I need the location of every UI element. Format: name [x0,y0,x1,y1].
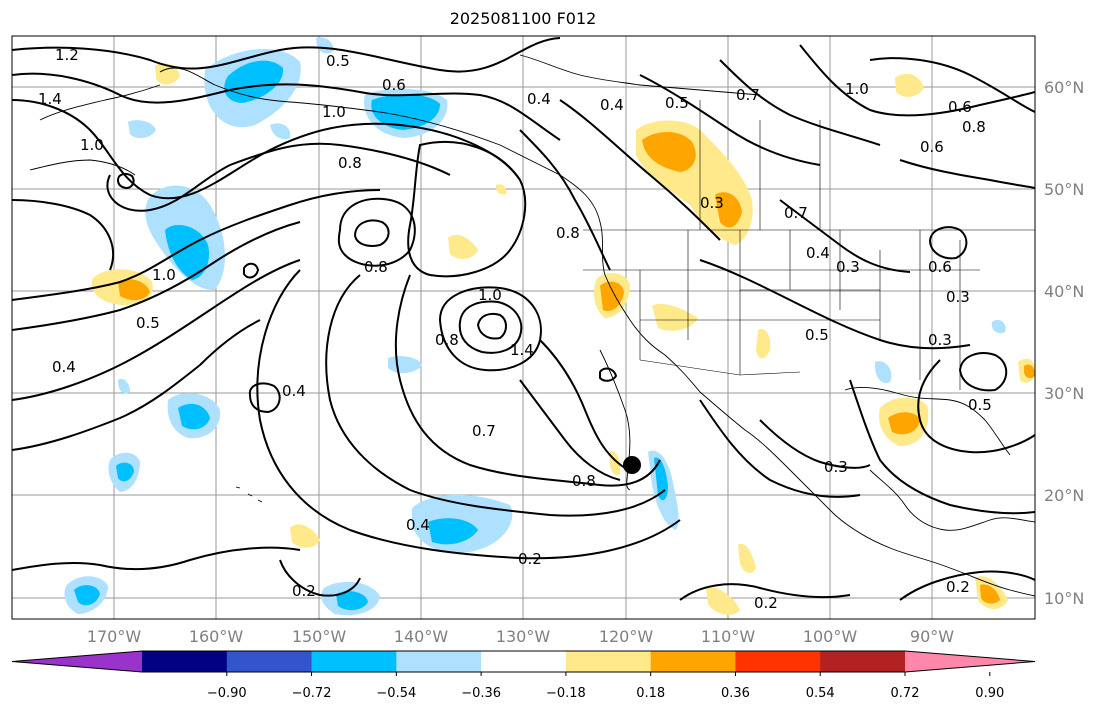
colorbar-extend-high [905,651,1035,672]
contour-label: 0.2 [518,550,542,568]
colorbar-tick-label: 0.36 [721,686,750,701]
lat-label: 20°N [1044,486,1084,505]
contour-label: 0.2 [946,578,970,596]
colorbar-tick-label: −0.72 [292,686,332,701]
lat-label: 40°N [1044,282,1084,301]
contour-label: 0.7 [472,422,496,440]
anomaly-shading [64,37,1035,616]
colorbar-segment [820,651,906,672]
colorbar-tick-label: 0.90 [975,686,1004,701]
map-title: 2025081100 F012 [449,9,597,28]
lat-label: 30°N [1044,384,1084,403]
colorbar-segment [142,651,228,672]
lon-label: 100°W [803,627,858,646]
lat-label: 50°N [1044,180,1084,199]
colorbar-segment [226,651,313,672]
contour-labels: 1.2 1.4 1.0 0.5 0.6 1.0 0.8 0.8 0.4 0.4 … [38,46,992,612]
contour-label: 0.8 [556,224,580,242]
contour-label: 1.0 [152,266,176,284]
colorbar-outline [11,650,1036,673]
contour-label: 0.3 [946,288,970,306]
colorbar-segment [311,651,397,672]
contour-label: 0.8 [364,258,388,276]
contour-label: 0.8 [338,154,362,172]
colorbar-tick-label: −0.18 [546,686,586,701]
colorbar-segment [481,651,567,672]
contour-label: 0.2 [754,594,778,612]
colorbar-tick-label: 0.18 [636,686,665,701]
lat-label: 60°N [1044,78,1084,97]
colorbar-tick-label: 0.54 [806,686,835,701]
lon-label: 160°W [189,627,244,646]
contour-label: 0.7 [784,204,808,222]
lon-label: 170°W [87,627,142,646]
contour-label: 1.2 [55,46,79,64]
colorbar: −0.90 −0.72 −0.54 −0.36 −0.18 0.18 0.36 0.54 0.7… [11,650,1036,701]
contour-label: 0.5 [665,94,689,112]
contour-label: 0.3 [700,194,724,212]
contour-label: 0.6 [382,76,406,94]
lon-label: 120°W [599,627,654,646]
contour-label: 0.4 [527,90,551,108]
contour-label: 0.6 [928,258,952,276]
coastlines [29,54,1035,597]
lon-label: 150°W [292,627,347,646]
contour-label: 0.3 [928,331,952,349]
colorbar-segment [565,651,652,672]
colorbar-tick-label: −0.36 [461,686,501,701]
contour-label: 0.8 [962,118,986,136]
lat-label: 10°N [1044,589,1084,608]
contour-label: 0.4 [52,358,76,376]
state-borders [583,100,1035,390]
contour-label: 0.5 [326,52,350,70]
contour-label: 1.4 [510,341,534,359]
colorbar-tick-label: −0.54 [376,686,416,701]
contour-label: 0.7 [736,86,760,104]
contour-label: 1.4 [38,90,62,108]
colorbar-segment [650,651,736,672]
contour-label: 0.4 [806,244,830,262]
colorbar-tick-label: 0.72 [891,686,920,701]
lon-label: 90°W [910,627,954,646]
contour-label: 0.2 [292,582,316,600]
plot-frame [11,35,1036,620]
storm-center-marker [623,456,641,474]
contour-label: 0.3 [836,258,860,276]
lon-label: 140°W [394,627,449,646]
contour-label: 1.0 [80,136,104,154]
contour-label: 0.4 [282,382,306,400]
lon-label: 110°W [701,627,756,646]
contour-label: 1.0 [322,103,346,121]
contour-label: 0.5 [805,326,829,344]
contour-label: 0.6 [920,138,944,156]
contour-label: 0.3 [824,458,848,476]
contour-label: 0.8 [572,472,596,490]
contour-label: 0.4 [600,96,624,114]
contour-label: 0.5 [968,396,992,414]
lon-label: 130°W [496,627,551,646]
contour-label: 1.0 [478,286,502,304]
colorbar-extend-low [12,651,142,672]
contour-label: 0.4 [406,516,430,534]
colorbar-segment [396,651,482,672]
longitude-labels: 170°W 160°W 150°W 140°W 130°W 120°W 110°… [87,627,954,646]
contour-label: 1.0 [845,80,869,98]
graticule [12,36,1035,619]
contour-label: 0.8 [435,331,459,349]
colorbar-tick-label: −0.90 [207,686,247,701]
contour-label: 0.6 [948,98,972,116]
latitude-labels: 60°N 50°N 40°N 30°N 20°N 10°N [1044,78,1084,608]
contour-label: 0.5 [136,314,160,332]
colorbar-segment [735,651,821,672]
contour-lines [12,37,1035,601]
